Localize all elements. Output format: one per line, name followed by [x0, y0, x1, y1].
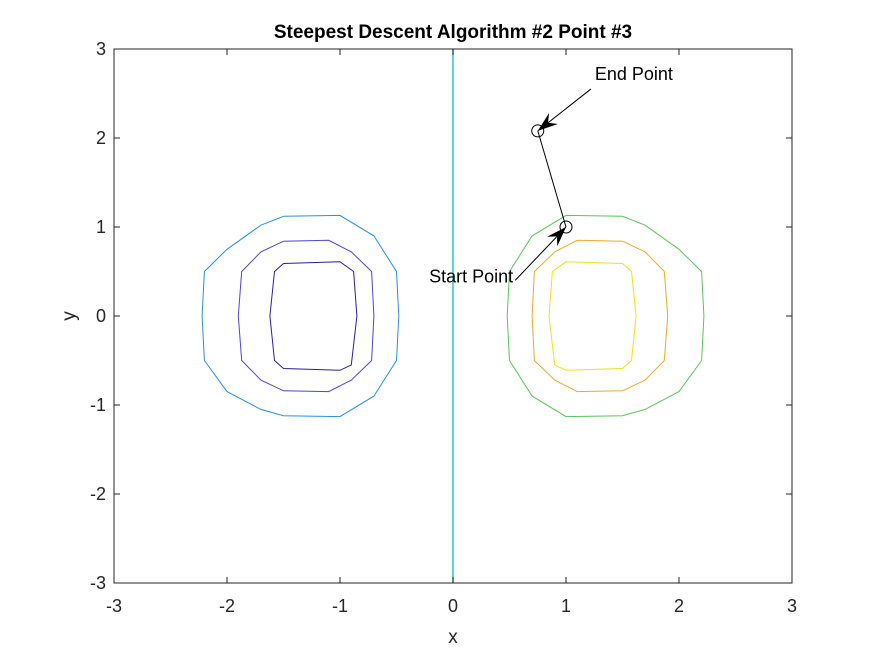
y-ticks: -3 -2 -1 0 1 2 3 — [90, 39, 792, 593]
annotation-label-2: End Point — [595, 64, 673, 84]
x-tick-label: 2 — [674, 596, 684, 616]
y-tick-label: -2 — [90, 484, 106, 504]
y-tick-label: 0 — [96, 306, 106, 326]
y-tick-label: 3 — [96, 39, 106, 59]
descent-path — [537, 130, 567, 228]
contour-level-5 — [531, 239, 669, 393]
contour-level-1 — [201, 214, 400, 418]
end-point-marker — [531, 124, 545, 138]
y-tick-label: -1 — [90, 395, 106, 415]
contour-lines — [201, 49, 705, 583]
x-tick-label: 1 — [561, 596, 571, 616]
contour-level-2 — [237, 239, 375, 393]
x-tick-label: 3 — [787, 596, 797, 616]
annotations: Start Point End Point — [429, 64, 673, 286]
x-tick-label: -1 — [332, 596, 348, 616]
contour-level-6 — [548, 261, 637, 371]
contour-level-4 — [506, 214, 705, 418]
chart-title: Steepest Descent Algorithm #2 Point #3 — [274, 22, 632, 43]
y-tick-label: 2 — [96, 128, 106, 148]
x-tick-label: 0 — [448, 596, 458, 616]
y-tick-label: 1 — [96, 217, 106, 237]
start-point-marker — [559, 220, 573, 234]
x-tick-label: -2 — [219, 596, 235, 616]
contour-level-3 — [269, 261, 358, 371]
x-ticks: -3 -2 -1 0 1 2 3 — [106, 49, 797, 616]
x-tick-label: -3 — [106, 596, 122, 616]
x-axis-label: x — [448, 627, 458, 648]
annotation-label-1: Start Point — [429, 266, 513, 286]
annotation-arrowhead-2 — [537, 113, 558, 131]
y-tick-label: -3 — [90, 573, 106, 593]
annotation-arrowhead-1 — [547, 227, 566, 247]
y-axis-label: y — [59, 311, 80, 321]
